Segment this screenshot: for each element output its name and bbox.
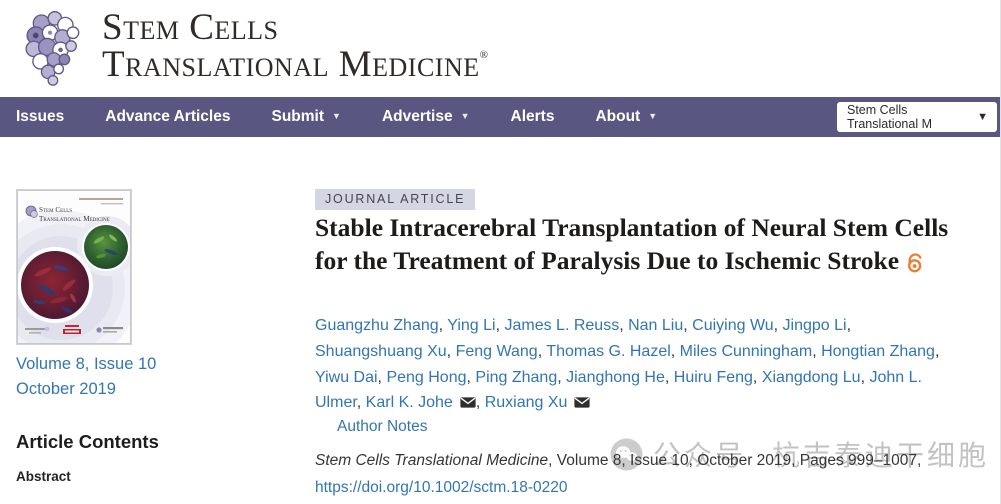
- author-separator: ,: [860, 368, 870, 386]
- citation-details: , Volume 8, Issue 10, October 2019, Page…: [548, 452, 922, 469]
- nav-item-label: Issues: [16, 108, 65, 125]
- author-separator: ,: [683, 317, 693, 334]
- author-link[interactable]: Ping Zhang: [475, 368, 558, 386]
- author-link[interactable]: Thomas G. Hazel: [546, 342, 671, 360]
- journal-logo[interactable]: Stem Cells Translational Medicine®: [8, 3, 488, 91]
- author-separator: ,: [466, 368, 476, 386]
- watermark-text-2: 杭吉泰迪干细胞: [772, 439, 990, 472]
- journal-masthead: Stem Cells Translational Medicine®: [0, 0, 1000, 97]
- cover-logo-line1: Stem Cells: [39, 206, 72, 214]
- author-separator: ,: [446, 342, 456, 360]
- author-separator: ,: [438, 317, 448, 334]
- author-link[interactable]: John L. Ulmer: [315, 368, 922, 412]
- nav-item-submit[interactable]: Submit ▼: [271, 108, 340, 126]
- author-link[interactable]: Huiru Feng: [673, 368, 753, 386]
- author-separator: ,: [752, 368, 762, 386]
- article-contents-heading: Article Contents: [16, 431, 159, 452]
- email-envelope-icon[interactable]: [460, 397, 476, 408]
- author-list: Guangzhu Zhang, Ying Li, James L. Reuss,…: [315, 313, 949, 416]
- issue-volume-link[interactable]: Volume 8, Issue 10: [16, 355, 157, 373]
- email-envelope-icon[interactable]: [574, 397, 590, 408]
- nav-list: Issues Advance Articles Submit ▼ Advertise ▼ A…: [0, 97, 1000, 137]
- author-link[interactable]: Miles Cunningham: [679, 342, 813, 360]
- author-separator: ,: [664, 368, 674, 386]
- author-link[interactable]: Xiangdong Lu: [761, 368, 861, 386]
- author-separator: ,: [557, 368, 567, 386]
- nav-item-advance-articles[interactable]: Advance Articles: [105, 108, 230, 126]
- author-link[interactable]: Yiwu Dai: [315, 368, 378, 386]
- author-link[interactable]: Karl K. Johe: [365, 394, 453, 412]
- author-separator: ,: [812, 342, 822, 360]
- cell-cluster-icon: [25, 10, 80, 86]
- author-link[interactable]: Ying Li: [447, 317, 496, 334]
- author-notes-link[interactable]: Author Notes: [337, 418, 428, 435]
- cover-logo-line2: Translational Medicine: [39, 215, 110, 223]
- issue-date-link[interactable]: October 2019: [16, 380, 116, 398]
- author-separator: ,: [773, 317, 783, 334]
- nav-item-label: Submit: [271, 108, 325, 125]
- chevron-down-icon: ▼: [648, 111, 658, 121]
- author-separator: ,: [934, 342, 940, 360]
- author-separator: ,: [619, 317, 629, 334]
- logo-line-2: Translational Medicine®: [102, 43, 488, 85]
- author-link[interactable]: Guangzhu Zhang: [315, 317, 439, 334]
- journal-article-badge: JOURNAL ARTICLE: [315, 189, 476, 210]
- author-link[interactable]: Cuiying Wu: [692, 317, 774, 334]
- author-link[interactable]: Jingpo Li: [782, 317, 847, 334]
- chevron-down-icon: ▼: [977, 111, 988, 123]
- chevron-down-icon: ▼: [460, 111, 470, 121]
- logo-line-1: Stem Cells: [102, 7, 279, 48]
- article-title: Stable Intracerebral Transplantation of …: [315, 213, 949, 275]
- nav-item-label: Advance Articles: [105, 108, 231, 125]
- issue-cover-link[interactable]: Stem Cells Translational Medicine: [17, 190, 131, 344]
- nav-item-alerts[interactable]: Alerts: [511, 108, 555, 126]
- author-link[interactable]: Nan Liu: [628, 317, 684, 334]
- author-link[interactable]: Jianghong He: [566, 368, 665, 386]
- wechat-icon: [610, 437, 643, 471]
- nav-item-issues[interactable]: Issues: [16, 108, 64, 126]
- journal-logo-text: Stem Cells Translational Medicine®: [102, 9, 488, 83]
- issue-cover-image: Stem Cells Translational Medicine: [17, 190, 131, 344]
- nav-item-label: About: [595, 108, 641, 125]
- doi-link[interactable]: https://doi.org/10.1002/sctm.18-0220: [315, 479, 568, 496]
- author-link[interactable]: Hongtian Zhang: [821, 342, 935, 360]
- watermark-text-1: 公众号: [653, 439, 747, 472]
- author-separator: ,: [356, 394, 366, 412]
- author-link[interactable]: Peng Hong: [386, 368, 467, 386]
- nav-item-label: Advertise: [381, 108, 453, 125]
- open-access-icon: [908, 253, 922, 273]
- issue-links: Volume 8, Issue 10 October 2019: [16, 352, 156, 402]
- author-link[interactable]: Feng Wang: [455, 342, 538, 360]
- author-separator: ,: [846, 317, 852, 334]
- citation-journal-name: Stem Cells Translational Medicine: [315, 452, 549, 469]
- author-link[interactable]: James L. Reuss: [504, 317, 620, 334]
- chevron-down-icon: ▼: [332, 111, 341, 121]
- contents-item-abstract[interactable]: Abstract: [16, 469, 71, 484]
- author-separator: ,: [377, 368, 387, 386]
- journal-select-value: Stem Cells Translational M: [847, 103, 932, 131]
- author-separator: ,: [670, 342, 680, 360]
- article-contents-list: Abstract: [16, 469, 71, 494]
- journal-select-dropdown[interactable]: Stem Cells Translational M ▼: [837, 102, 997, 132]
- registered-trademark: ®: [479, 48, 488, 61]
- nav-item-about[interactable]: About ▼: [595, 108, 657, 126]
- author-separator: ,: [475, 394, 485, 412]
- author-separator: ,: [495, 317, 505, 334]
- nav-item-label: Alerts: [510, 108, 555, 125]
- main-nav: Issues Advance Articles Submit ▼ Advertise ▼ A…: [0, 97, 1000, 137]
- watermark: 公众号 杭吉泰迪干细胞: [610, 434, 989, 474]
- nav-item-advertise[interactable]: Advertise ▼: [382, 108, 470, 126]
- citation-line: Stem Cells Translational Medicine, Volum…: [315, 452, 1000, 470]
- author-link[interactable]: Ruxiang Xu: [484, 394, 568, 412]
- author-link[interactable]: Shuangshuang Xu: [315, 342, 447, 360]
- author-separator: ,: [537, 342, 547, 360]
